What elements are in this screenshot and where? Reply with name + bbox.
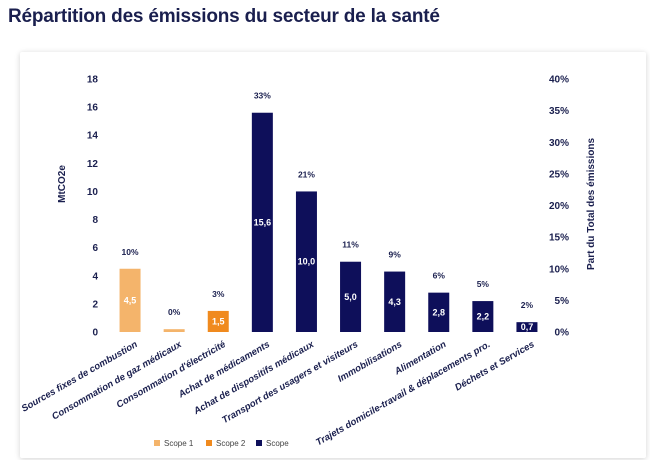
bar (340, 261, 362, 332)
category-labels: Sources fixes de combustionConsommation … (20, 339, 536, 449)
bar-chart: 0 2 4 6 8 10 12 14 16 18 0% 5% 10% 15% 20% 25% 30% 35% 40… (20, 75, 597, 449)
bar (516, 322, 538, 332)
bar-percent-label: 9% (389, 250, 402, 260)
bar (119, 268, 141, 332)
y2-axis-title: Part du Total des émissions (586, 138, 597, 271)
y2-tick-label: 0% (555, 328, 570, 339)
legend-swatch (154, 440, 160, 446)
y-axis-right: 0% 5% 10% 15% 20% 25% 30% 35% 40% (549, 75, 569, 339)
bar-value-label: 15,6 (254, 217, 272, 227)
chart-panel: 0 2 4 6 8 10 12 14 16 18 0% 5% 10% 15% 20% 25% 30% 35% 40… (20, 52, 646, 458)
y-tick-label: 16 (87, 103, 99, 114)
bar-value-label: 4,3 (388, 297, 401, 307)
bar-value-label: 0,2 (168, 318, 181, 328)
bar-value-label: 5,0 (344, 292, 357, 302)
y-axis-left: 0 2 4 6 8 10 12 14 16 18 (87, 75, 99, 339)
bar-value-label: 10,0 (298, 257, 316, 267)
y2-tick-label: 40% (549, 75, 569, 86)
legend: Scope 1 Scope 2 Scope (154, 439, 289, 448)
legend-swatch (206, 440, 212, 446)
bar (472, 301, 494, 332)
y-tick-label: 0 (92, 328, 98, 339)
y-axis-title: MtCO2e (57, 165, 68, 203)
legend-label: Scope 1 (164, 439, 194, 448)
bar-percent-label: 5% (477, 279, 490, 289)
y-tick-label: 6 (92, 243, 98, 254)
bar-value-label: 2,2 (477, 312, 490, 322)
bar-percent-label: 33% (254, 91, 271, 101)
y-tick-label: 12 (87, 159, 99, 170)
y-tick-label: 8 (92, 215, 98, 226)
bar-percent-label: 0% (168, 307, 181, 317)
y-tick-label: 10 (87, 187, 99, 198)
y-tick-label: 18 (87, 75, 99, 86)
bar-percent-label: 21% (298, 169, 315, 179)
bar (207, 310, 229, 332)
y2-tick-label: 30% (549, 138, 569, 149)
bar (251, 112, 273, 332)
y2-tick-label: 15% (549, 233, 569, 244)
bar (384, 271, 406, 332)
bar-percent-label: 11% (342, 240, 359, 250)
bar (428, 292, 450, 332)
bar-percent-label: 3% (212, 289, 225, 299)
bar (295, 191, 317, 332)
legend-label: Scope (266, 439, 289, 448)
bar-value-label: 1,5 (212, 316, 225, 326)
y2-tick-label: 25% (549, 169, 569, 180)
chart-title: Répartition des émissions du secteur de … (8, 6, 440, 27)
category-label: Déchets et Services (453, 339, 536, 393)
bar-percent-label: 2% (521, 300, 534, 310)
bar (163, 329, 185, 332)
legend-swatch (256, 440, 262, 446)
bar-value-label: 2,8 (432, 307, 445, 317)
bar-value-label: 4,5 (124, 295, 137, 305)
bars: 10% 4,5 0%0,2 3% 1,5 33% 15,6 21% 10,0 11% 5,0 9% 4,… (119, 91, 538, 332)
bar-percent-label: 10% (122, 247, 139, 257)
y2-tick-label: 10% (549, 264, 569, 275)
y2-tick-label: 35% (549, 106, 569, 117)
bar-percent-label: 6% (433, 271, 446, 281)
y-tick-label: 4 (92, 271, 98, 282)
y2-tick-label: 5% (555, 296, 570, 307)
y2-tick-label: 20% (549, 201, 569, 212)
y-tick-label: 2 (92, 299, 98, 310)
bar-value-label: 0,7 (521, 322, 534, 332)
y-tick-label: 14 (87, 131, 99, 142)
legend-label: Scope 2 (216, 439, 246, 448)
